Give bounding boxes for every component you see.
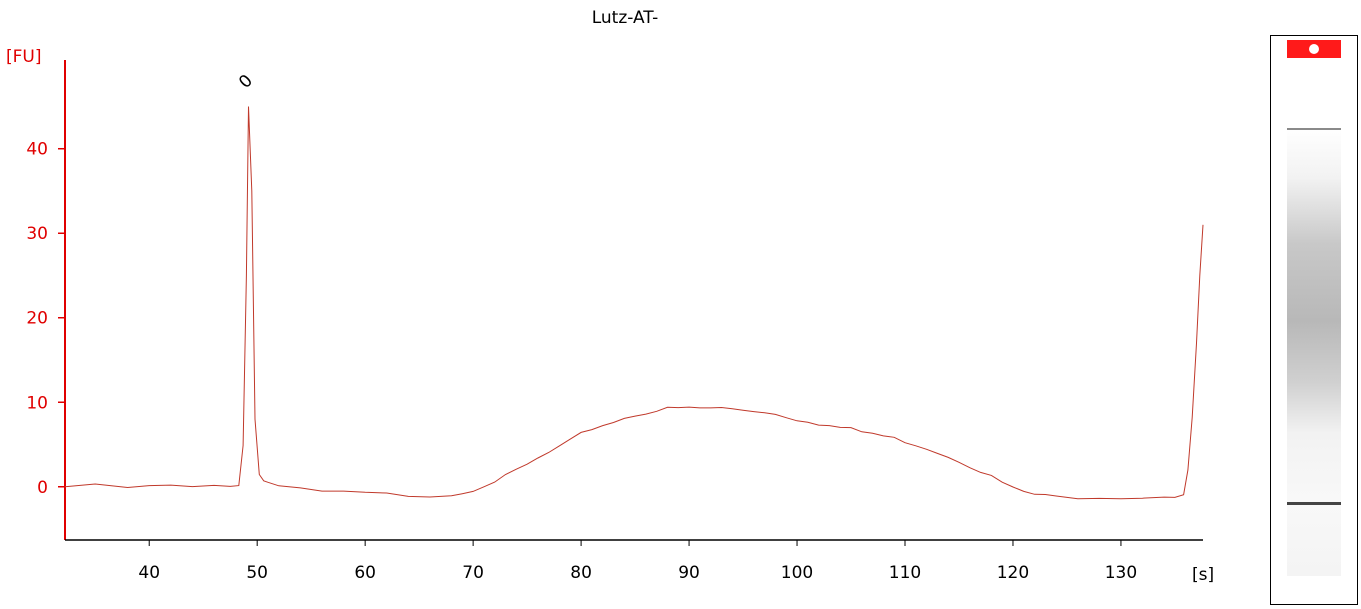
gel-band-lower-marker xyxy=(1287,128,1341,130)
chart-title: Lutz-AT- xyxy=(592,8,659,28)
x-tick-label: 40 xyxy=(138,563,160,583)
x-tick-label: 100 xyxy=(781,563,813,583)
x-tick-label: 120 xyxy=(997,563,1029,583)
x-tick-label: 70 xyxy=(462,563,484,583)
x-tick-label: 130 xyxy=(1105,563,1137,583)
trace-layer xyxy=(64,106,1204,500)
gel-image-panel xyxy=(1270,35,1358,605)
x-axis-unit: [s] xyxy=(1192,565,1214,585)
trace-line xyxy=(64,106,1204,500)
y-tick-label: 30 xyxy=(26,224,48,244)
x-tick-label: 110 xyxy=(889,563,921,583)
y-tick-label: 0 xyxy=(37,478,48,498)
y-tick-label: 10 xyxy=(26,393,48,413)
y-tick-label: 20 xyxy=(26,309,48,329)
x-tick-label: 80 xyxy=(570,563,592,583)
y-tick-label: 40 xyxy=(26,140,48,160)
peak-label-layer: 0 xyxy=(235,71,257,93)
x-tick-label: 50 xyxy=(246,563,268,583)
x-tick-label: 90 xyxy=(678,563,700,583)
peak-label: 0 xyxy=(235,71,257,93)
y-axis-unit: [FU] xyxy=(6,47,42,67)
gel-band-upper-marker xyxy=(1287,502,1341,505)
gel-lane xyxy=(1287,66,1341,576)
gel-marker-band xyxy=(1287,40,1341,58)
axes: [FU] [s] 0 10 20 30 40 40 50 60 70 80 90 100 110 120 130 xyxy=(6,47,1214,585)
x-tick-label: 60 xyxy=(354,563,376,583)
